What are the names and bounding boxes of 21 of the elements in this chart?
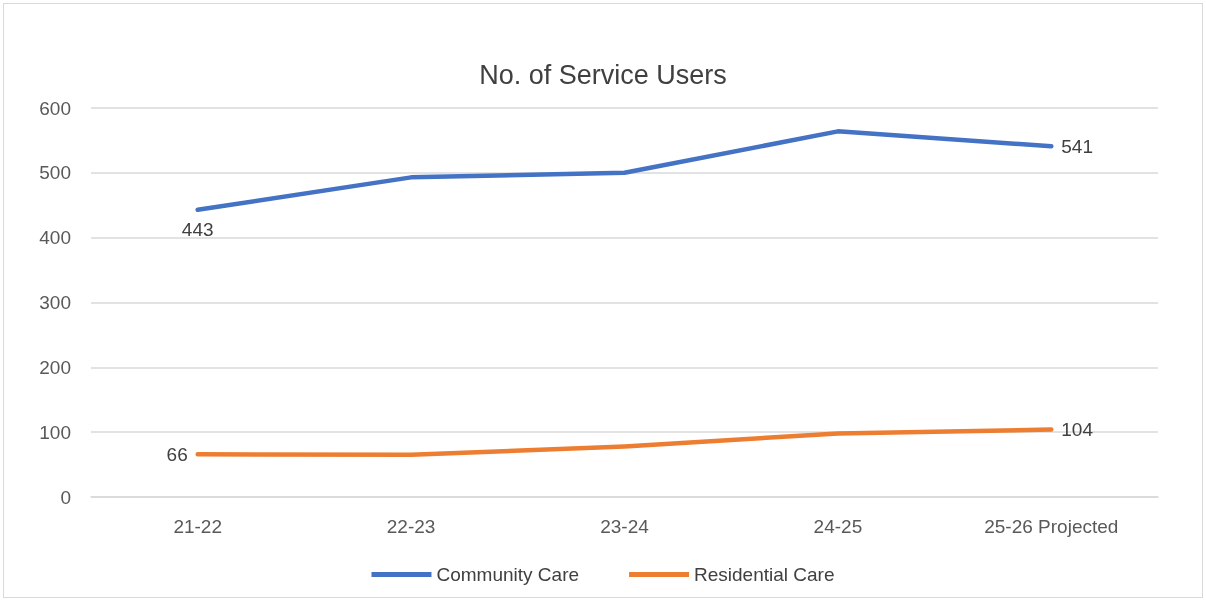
y-tick-label: 400 [39, 227, 71, 249]
y-tick-label: 100 [39, 421, 71, 443]
data-label: 104 [1061, 419, 1094, 441]
x-tick-label: 25-26 Projected [984, 516, 1119, 537]
legend-label: Community Care [436, 564, 580, 585]
legend-label: Residential Care [694, 564, 835, 585]
y-tick-label: 200 [39, 356, 71, 378]
x-tick-label: 24-25 [813, 516, 863, 537]
y-tick-label: 0 [60, 486, 71, 508]
chart-title: No. of Service Users [479, 59, 727, 90]
x-tick-label: 23-24 [600, 516, 650, 537]
line-series [195, 427, 1054, 458]
line-series [195, 129, 1054, 213]
y-tick-label: 500 [39, 162, 71, 184]
x-tick-label: 21-22 [173, 516, 222, 537]
x-tick-label: 22-23 [386, 516, 436, 537]
data-label: 66 [166, 443, 188, 465]
data-label: 541 [1061, 135, 1093, 157]
data-label: 443 [181, 218, 214, 240]
y-tick-label: 600 [39, 97, 71, 119]
y-tick-label: 300 [39, 292, 71, 313]
